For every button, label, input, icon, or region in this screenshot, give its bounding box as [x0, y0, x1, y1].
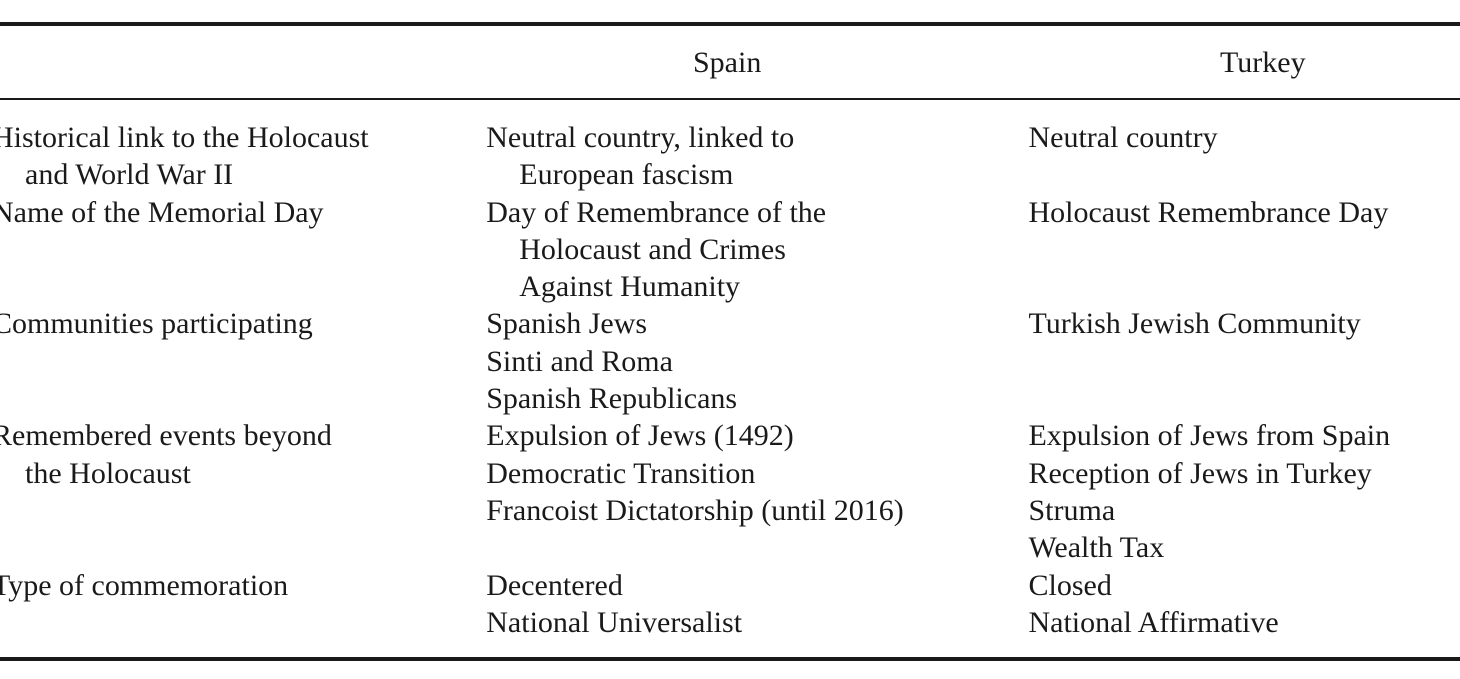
- table-row: Name of the Memorial Day Day of Remembran…: [0, 194, 1460, 306]
- table-row: Remembered events beyond the Holocaust Exp…: [0, 417, 1460, 566]
- spain-cell: Neutral country, linked to European fasci…: [486, 119, 1028, 194]
- row-label: Communities participating: [0, 305, 478, 417]
- row-label-line: Name of the Memorial Day: [0, 195, 324, 229]
- row-label: Historical link to the Holocaust and Worl…: [0, 119, 478, 194]
- spain-cell: Decentered National Universalist: [486, 567, 1028, 642]
- turkey-cell-line: Wealth Tax: [1028, 531, 1165, 565]
- row-label-line: the Holocaust: [25, 456, 191, 490]
- turkey-cell: Closed National Affirmative: [1028, 567, 1460, 642]
- turkey-cell-line: Closed: [1028, 568, 1112, 602]
- row-label-line: and World War II: [25, 158, 234, 192]
- turkey-cell: Neutral country: [1028, 119, 1460, 194]
- header-spain: Spain: [693, 46, 762, 79]
- row-label-line: Type of commemoration: [0, 568, 289, 602]
- turkey-cell: Holocaust Remembrance Day: [1028, 194, 1460, 306]
- spain-cell-line: Decentered: [486, 568, 623, 602]
- turkey-cell: Expulsion of Jews from Spain Reception of…: [1028, 417, 1460, 566]
- turkey-cell-line: Struma: [1028, 493, 1116, 527]
- spain-cell-line: Holocaust and Crimes: [519, 232, 786, 266]
- spain-cell: Spanish Jews Sinti and Roma Spanish Republ…: [486, 305, 1028, 417]
- turkey-cell-line: Holocaust Remembrance Day: [1028, 195, 1389, 229]
- table-body: Historical link to the Holocaust and Worl…: [0, 119, 1460, 641]
- turkey-cell-line: Turkish Jewish Community: [1028, 307, 1361, 341]
- bottom-rule: [0, 657, 1460, 661]
- spain-cell-line: Day of Remembrance of the: [486, 195, 827, 229]
- row-label: Remembered events beyond the Holocaust: [0, 417, 478, 566]
- spain-cell-line: European fascism: [519, 158, 734, 192]
- row-label: Name of the Memorial Day: [0, 194, 478, 306]
- spain-cell: Expulsion of Jews (1492) Democratic Trans…: [486, 417, 1028, 566]
- turkey-cell-line: Neutral country: [1028, 121, 1218, 154]
- turkey-cell-line: Expulsion of Jews from Spain: [1028, 419, 1391, 453]
- spain-cell-line: National Universalist: [486, 605, 743, 639]
- spain-cell-line: Expulsion of Jews (1492): [486, 419, 794, 453]
- spain-cell: Day of Remembrance of the Holocaust and C…: [486, 194, 1028, 306]
- spain-cell-line: Spanish Republicans: [486, 382, 738, 416]
- row-label-line: Remembered events beyond: [0, 419, 332, 453]
- spain-cell-line: Democratic Transition: [486, 456, 756, 490]
- row-label: Type of commemoration: [0, 567, 478, 642]
- header-turkey: Turkey: [1220, 46, 1306, 79]
- table-row: Historical link to the Holocaust and Worl…: [0, 119, 1460, 194]
- spain-cell-line: Francoist Dictatorship (until 2016): [486, 493, 904, 527]
- turkey-cell: Turkish Jewish Community: [1028, 305, 1460, 417]
- spain-cell-line: Against Humanity: [519, 270, 741, 304]
- turkey-cell-line: National Affirmative: [1028, 605, 1279, 639]
- spain-cell-line: Spanish Jews: [486, 307, 648, 341]
- table-row: Type of commemoration Decentered National …: [0, 567, 1460, 642]
- row-label-line: Historical link to the Holocaust: [0, 121, 369, 154]
- top-rule: [0, 22, 1460, 26]
- row-label-line: Communities participating: [0, 307, 313, 341]
- header-rule: [0, 98, 1460, 100]
- spain-cell-line: Sinti and Roma: [486, 344, 673, 378]
- spain-cell-line: Neutral country, linked to: [486, 121, 795, 154]
- turkey-cell-line: Reception of Jews in Turkey: [1028, 456, 1372, 490]
- table-row: Communities participating Spanish Jews Sin…: [0, 305, 1460, 417]
